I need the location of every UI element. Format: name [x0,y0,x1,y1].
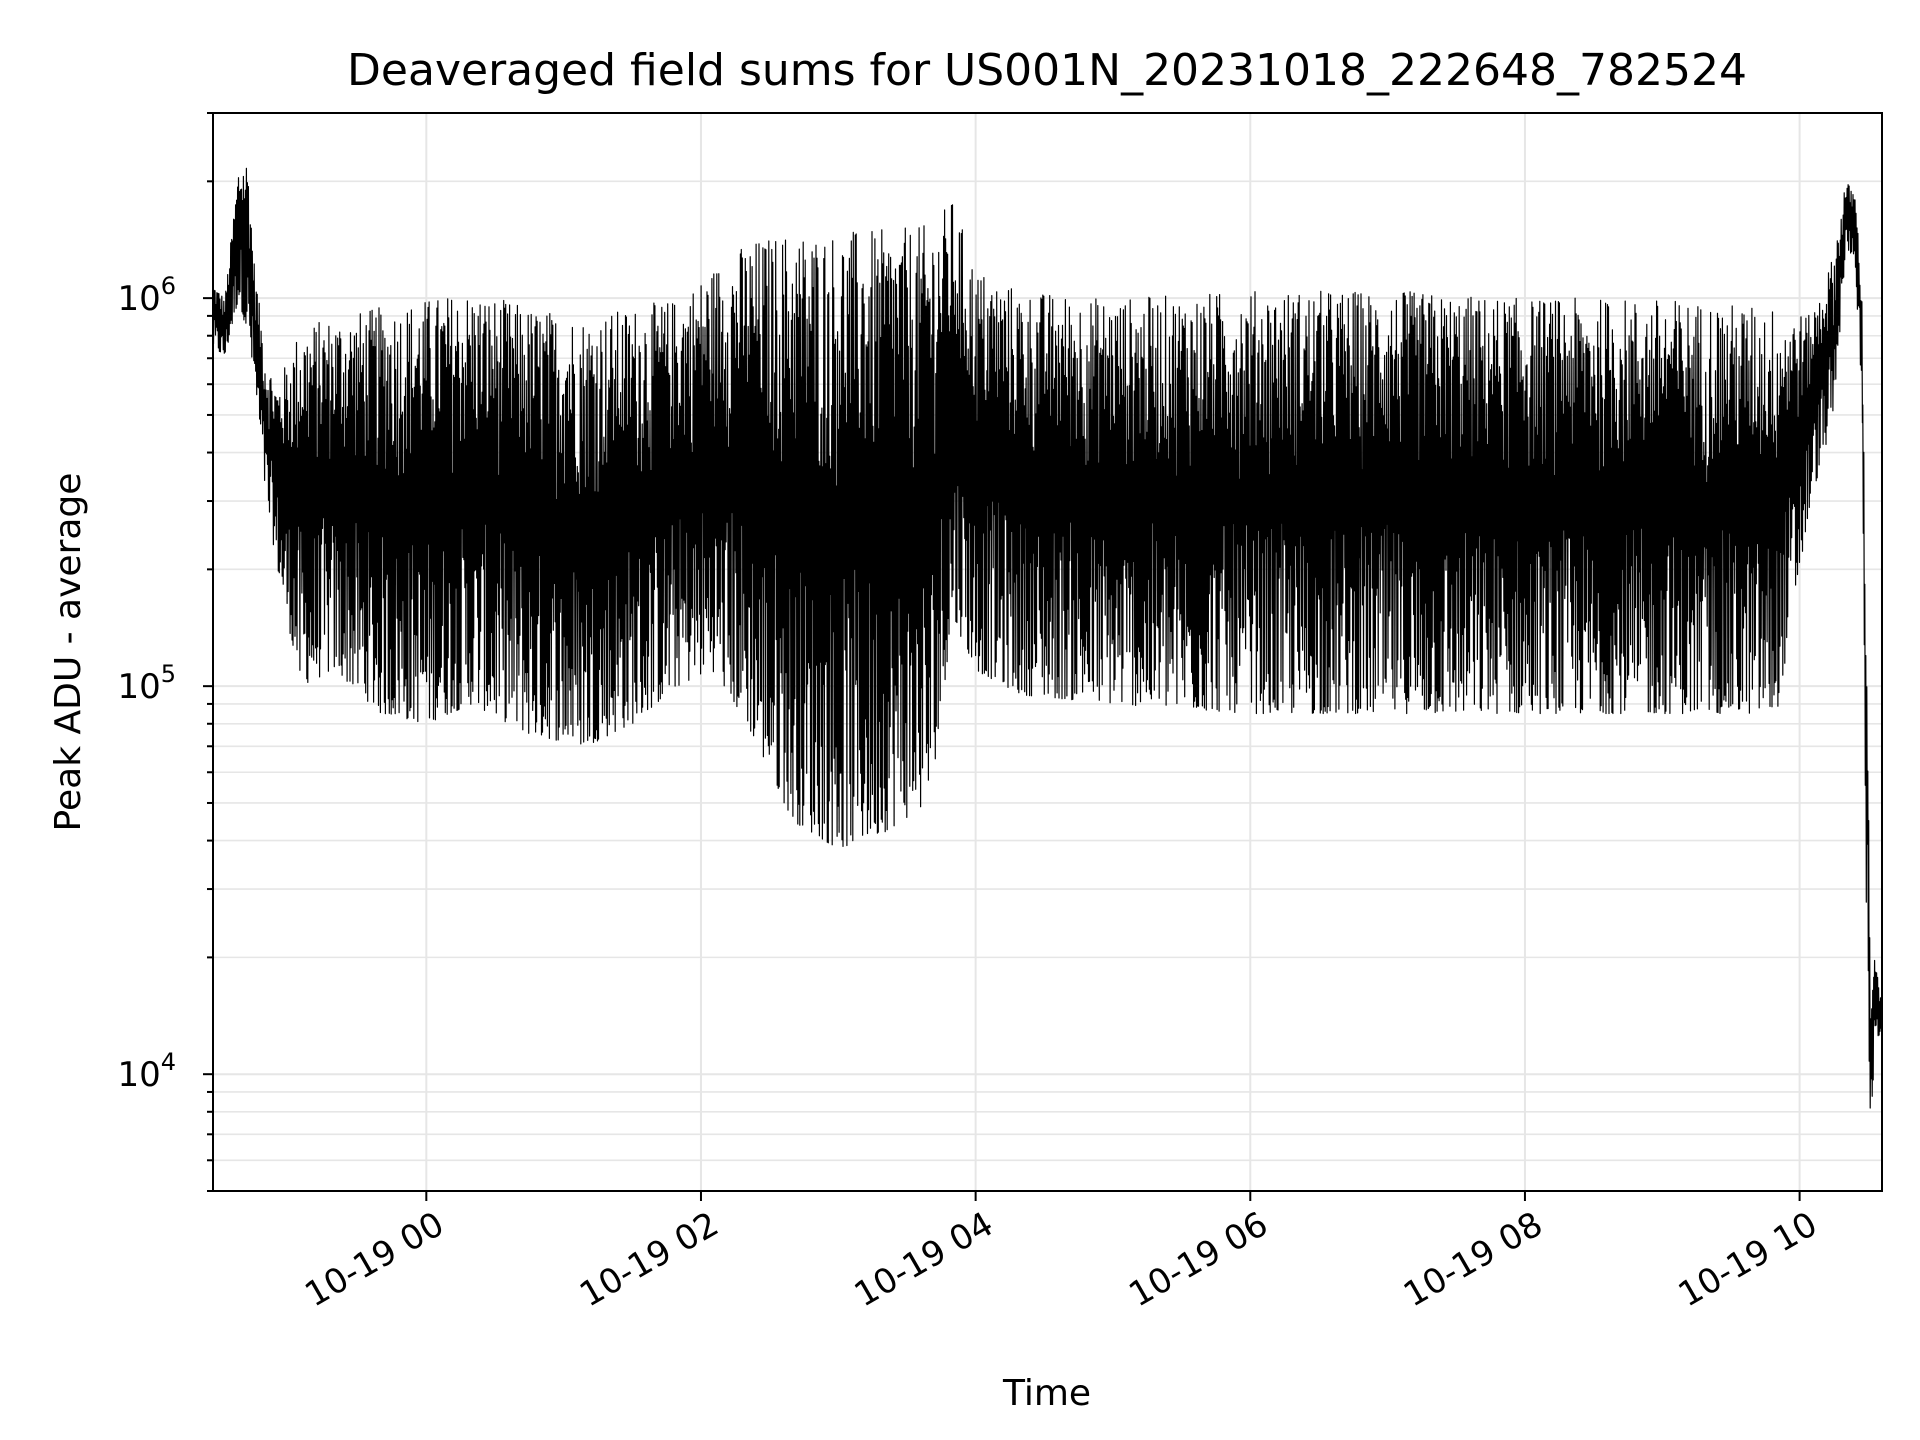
series-line [213,167,1882,1109]
y-axis-label: Peak ADU - average [48,473,89,832]
y-tick-label: 104 [117,1048,176,1095]
y-tick-label: 106 [117,272,176,319]
chart-title: Deaveraged field sums for US001N_2023101… [347,45,1747,96]
y-tick-label: 105 [117,660,176,707]
series-line-path [213,167,1882,1109]
y-axis: 104 105 106 [117,112,213,1192]
x-axis-label: Time [1002,1373,1091,1414]
plot-area-frame [212,112,1883,1192]
